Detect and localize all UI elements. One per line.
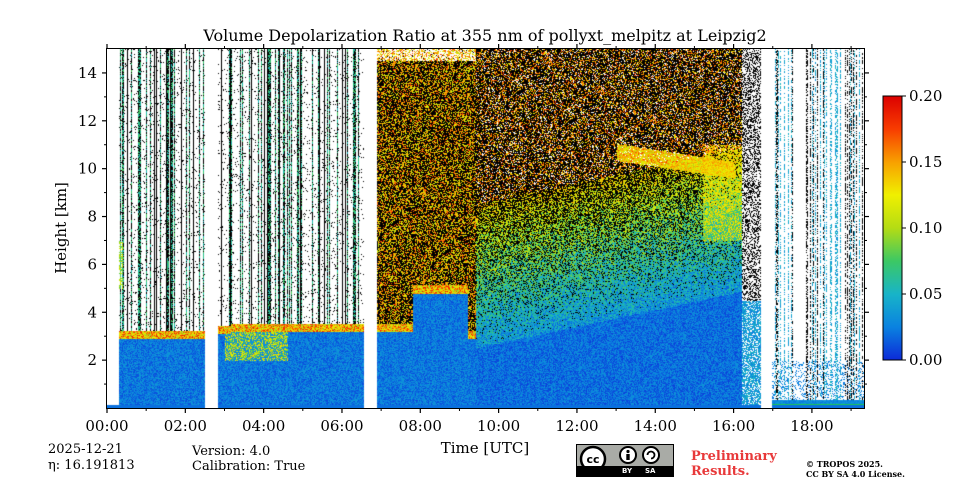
y-tick: 14 (78, 64, 869, 82)
svg-text:cc: cc (586, 453, 599, 466)
colorbar-tick-label: 0.05 (909, 285, 942, 303)
x-tick: 06:00 (320, 44, 364, 435)
colorbar-gradient (882, 95, 903, 361)
cc-icon: cc (579, 445, 660, 473)
x-tick-label: 00:00 (85, 417, 128, 435)
x-tick: 04:00 (242, 44, 285, 435)
axes: 00:00 02:00 04:00 06:00 08:00 10:00 12:00 14:00… (78, 44, 869, 435)
x-tick-label: 14:00 (634, 417, 677, 435)
version-label: Version: 4.0 (192, 444, 271, 459)
x-tick: 12:00 (555, 44, 599, 435)
colorbar: 0.00 0.05 0.10 0.15 0.20 (882, 87, 942, 369)
y-tick-label: 6 (87, 255, 97, 273)
colorbar-tick-label: 0.20 (909, 87, 942, 105)
x-tick-label: 08:00 (399, 417, 442, 435)
y-tick-label: 14 (78, 64, 97, 82)
sa-icon (642, 446, 660, 464)
colorbar-tick-label: 0.10 (909, 219, 942, 237)
y-tick-label: 10 (78, 160, 97, 178)
colorbar-tick-label: 0.00 (909, 351, 942, 369)
x-tick-label: 10:00 (477, 417, 520, 435)
x-tick-label: 18:00 (790, 417, 833, 435)
license-label: CC BY SA 4.0 License. (806, 469, 905, 479)
chart-title: Volume Depolarization Ratio at 355 nm of… (202, 26, 766, 45)
y-tick: 6 (87, 255, 869, 273)
x-tick-label: 06:00 (320, 417, 363, 435)
x-axis-label: Time [UTC] (441, 439, 530, 457)
y-tick-label: 2 (87, 351, 97, 369)
y-tick: 2 (87, 351, 869, 369)
colorbar-tick: 0.15 (902, 153, 942, 171)
heatmap-image (107, 49, 864, 408)
x-tick-label: 12:00 (555, 417, 598, 435)
colorbar-tick: 0.00 (902, 351, 942, 369)
x-tick-label: 02:00 (164, 417, 207, 435)
y-tick-label: 4 (87, 303, 97, 321)
copyright-label: © TROPOS 2025. (806, 459, 883, 469)
x-tick-label: 16:00 (712, 417, 755, 435)
y-tick: 4 (87, 303, 869, 321)
colorbar-tick: 0.20 (902, 87, 942, 105)
x-tick: 08:00 (399, 44, 442, 435)
heatmap-plot-area (107, 49, 864, 408)
results-label: Results. (691, 464, 750, 479)
x-tick: 02:00 (164, 44, 207, 435)
y-tick: 10 (78, 160, 869, 178)
colorbar-tick-label: 0.15 (909, 153, 942, 171)
cc-by-text: BY (622, 467, 633, 475)
preliminary-label: Preliminary (691, 449, 777, 464)
y-tick-label: 8 (87, 208, 97, 226)
calibration-label: Calibration: True (192, 459, 306, 474)
x-tick: 10:00 (477, 44, 520, 435)
y-tick-label: 12 (78, 112, 97, 130)
colorbar-tick: 0.10 (902, 219, 942, 237)
plot-frame (106, 48, 865, 409)
y-axis-label: Height [km] (52, 182, 70, 274)
x-tick-label: 04:00 (242, 417, 285, 435)
x-tick: 16:00 (712, 44, 755, 435)
cc-license-badge: cc BY SA (576, 444, 674, 477)
cc-sa-text: SA (645, 467, 656, 475)
date-label: 2025-12-21 (48, 442, 123, 457)
colorbar-tick: 0.05 (902, 285, 942, 303)
x-tick: 00:00 (85, 44, 129, 435)
x-tick: 14:00 (634, 44, 677, 435)
y-tick: 8 (87, 208, 869, 226)
eta-label: η: 16.191813 (48, 458, 135, 473)
x-tick: 18:00 (790, 44, 834, 435)
y-tick: 12 (78, 112, 869, 130)
